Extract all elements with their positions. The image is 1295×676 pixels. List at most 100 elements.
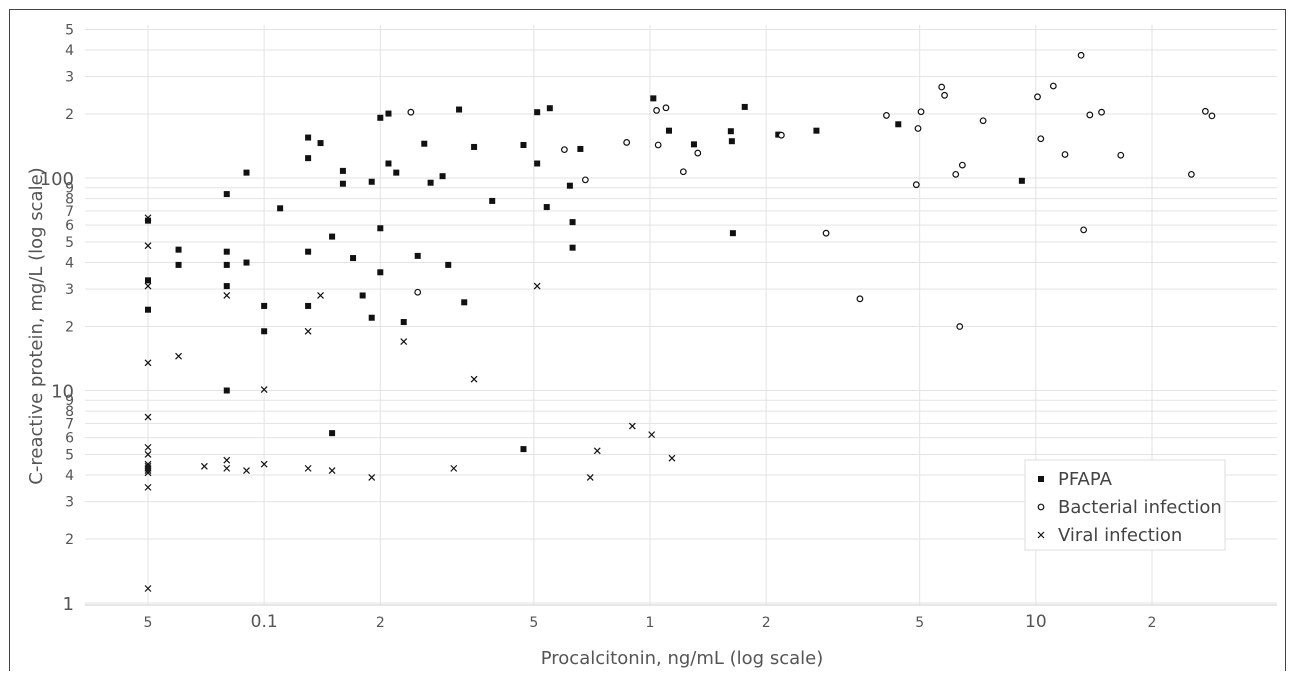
legend: PFAPA Bacterial infection Viral infection [1024,459,1226,551]
data-point [144,585,152,592]
x-tick-label: 2 [376,615,385,631]
data-point [654,141,662,149]
x-tick-label: 0.1 [251,612,278,632]
data-point [385,160,392,167]
data-point [223,464,231,472]
data-point [648,431,656,439]
data-point [1037,135,1045,143]
y-tick-label: 7 [65,204,74,220]
chart-frame: 5 0.1 2 5 1 2 5 10 2 1 2 3 4 5 6 7 8 9 10 2 3 4 5 6 7 8 9 100 2 3 4 5 … [9,9,1286,671]
data-point [414,288,422,296]
y-axis-label: C-reactive protein, mg/L (log scale) [26,167,47,484]
data-point [305,302,312,309]
data-point [368,473,376,481]
data-point [439,173,446,180]
data-point [546,105,553,112]
data-point [223,292,231,299]
data-point [650,95,657,102]
x-tick-label: 5 [529,615,538,631]
data-point [534,160,541,167]
data-point [813,127,820,134]
data-point [261,328,268,335]
data-point [200,462,208,470]
data-point [144,413,152,421]
y-tick-label: 9 [65,181,74,197]
legend-label: PFAPA [1058,469,1113,490]
y-tick-label: 3 [65,70,74,86]
data-point [145,217,151,224]
y-tick-label: 2 [65,320,74,336]
data-point [593,447,601,455]
data-point [305,155,312,162]
data-point [243,259,250,266]
y-tick-label: 4 [65,468,74,484]
data-point [317,140,324,147]
data-point [260,386,268,394]
x-axis-label: Procalcitonin, ng/mL (log scale) [541,648,823,669]
data-point [489,197,496,204]
y-tick-label: 6 [65,218,74,234]
data-point [581,176,589,184]
data-point [317,292,324,299]
data-point [144,214,152,222]
data-point [665,127,672,134]
data-point [144,359,152,367]
data-point [377,225,384,232]
data-point [623,139,631,146]
data-point [445,261,452,268]
data-point [856,295,864,303]
data-point [586,473,594,481]
data-point [1201,107,1209,115]
data-point [144,242,152,250]
data-point [520,141,527,148]
data-point [175,352,182,360]
data-point [339,180,346,187]
data-point [956,323,964,330]
data-point [377,269,384,276]
data-point [304,327,312,335]
data-point [520,446,527,453]
data-point [421,140,428,147]
legend-label: Bacterial infection [1058,497,1222,518]
data-point [223,387,230,394]
data-point [461,299,468,306]
y-tick-label: 3 [65,282,74,298]
scatter-plot: 5 0.1 2 5 1 2 5 10 2 12345678910234567891002345 … [26,22,1277,669]
data-point [144,469,152,477]
y-tick-label: 2 [65,107,74,123]
x-axis-ticks: 5 0.1 2 5 1 2 5 10 2 [144,612,1157,632]
data-point [450,464,458,472]
data-point [741,103,748,110]
data-point [1117,151,1125,159]
y-tick-label: 8 [65,404,74,420]
data-point [359,292,366,299]
data-point [144,483,152,491]
data-point [883,112,890,119]
legend-marker [1037,531,1045,539]
data-point [662,104,670,112]
data-point [144,282,152,290]
data-point [144,443,152,451]
data-points [144,51,1216,592]
data-point [941,91,948,99]
data-point [260,460,268,468]
data-point [471,143,478,150]
data-point [350,255,357,262]
data-point [914,125,922,132]
legend-label: Viral infection [1058,525,1182,546]
data-point [144,467,152,474]
y-tick-label: 100 [40,169,74,190]
data-point [728,138,735,145]
data-point [144,451,152,458]
data-point [223,191,230,198]
data-point [305,248,312,255]
data-point [145,277,151,284]
y-tick-label: 4 [65,43,74,59]
x-tick-label: 2 [762,615,771,631]
y-tick-label: 1 [63,594,74,615]
data-point [1187,170,1195,178]
y-tick-label: 7 [65,416,74,432]
data-point [470,375,478,383]
data-point [145,306,151,313]
